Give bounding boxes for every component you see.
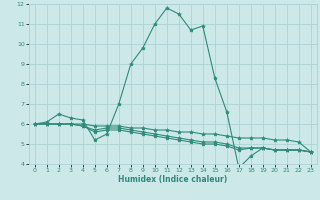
X-axis label: Humidex (Indice chaleur): Humidex (Indice chaleur): [118, 175, 228, 184]
